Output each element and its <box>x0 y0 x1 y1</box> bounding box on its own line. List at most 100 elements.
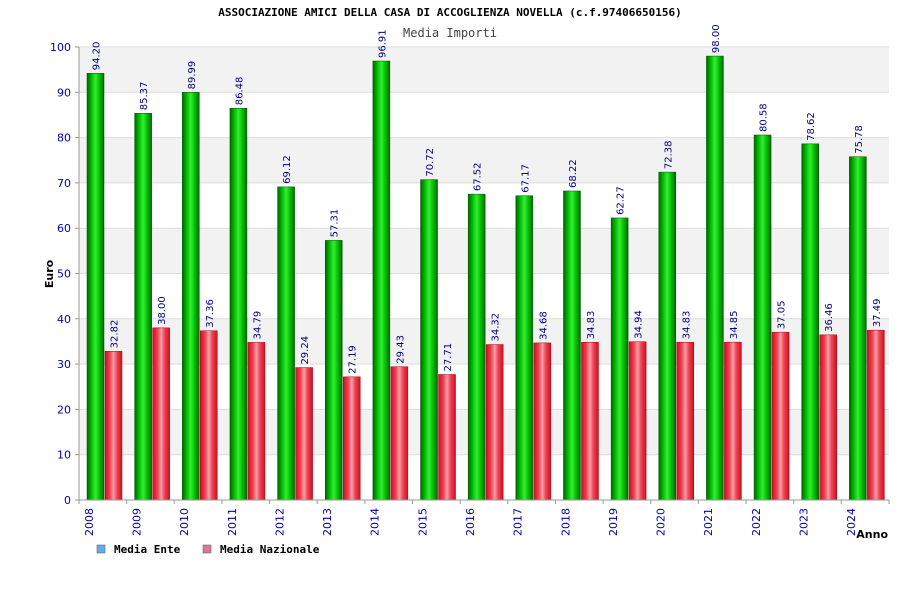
x-tick-label: 2016 <box>464 508 477 536</box>
bar-value-label: 69.12 <box>282 155 293 184</box>
y-tick-label: 50 <box>57 268 71 281</box>
x-tick-label: 2010 <box>178 508 191 536</box>
bar-media-ente <box>610 217 629 501</box>
bar-media-ente <box>563 190 581 501</box>
bar-media-nazionale <box>295 367 313 501</box>
x-tick-label: 2023 <box>798 508 811 536</box>
legend-item: Media Ente <box>96 543 181 556</box>
bar-value-label: 27.71 <box>443 343 454 372</box>
bar-value-label: 86.48 <box>234 77 245 106</box>
bar-media-nazionale <box>676 341 695 501</box>
bar-media-nazionale <box>533 342 552 501</box>
bar-value-label: 34.83 <box>681 311 692 340</box>
y-tick-label: 0 <box>64 494 71 507</box>
legend-swatch <box>202 544 212 554</box>
x-axis-label: Anno <box>856 528 888 541</box>
bar-media-ente <box>372 60 391 501</box>
bar-value-label: 34.68 <box>538 311 549 340</box>
bar-media-nazionale <box>771 331 790 501</box>
bar-media-nazionale <box>867 329 885 501</box>
bar-media-nazionale <box>200 330 218 501</box>
bar-value-label: 57.31 <box>330 209 341 238</box>
y-tick-label: 20 <box>57 403 71 416</box>
bar-media-ente <box>849 156 867 501</box>
bar-value-label: 62.27 <box>616 186 627 215</box>
y-tick-label: 60 <box>57 222 71 235</box>
bar-value-label: 80.58 <box>759 103 770 132</box>
bar-value-label: 34.83 <box>586 311 597 340</box>
bar-value-label: 32.82 <box>110 320 121 349</box>
x-tick-label: 2024 <box>845 508 858 536</box>
x-tick-label: 2021 <box>702 508 715 536</box>
x-tick-label: 2015 <box>416 508 429 536</box>
bar-media-nazionale <box>724 341 742 501</box>
x-tick-label: 2018 <box>559 508 572 536</box>
bar-value-label: 78.62 <box>806 112 817 141</box>
bar-value-label: 70.72 <box>425 148 436 177</box>
bar-media-nazionale <box>390 366 409 501</box>
bar-media-ente <box>515 195 534 501</box>
legend-label: Media Ente <box>114 543 181 556</box>
bar-media-ente <box>706 55 724 501</box>
y-tick-label: 30 <box>57 358 71 371</box>
x-tick-label: 2008 <box>83 508 96 536</box>
y-tick-label: 10 <box>57 449 71 462</box>
bar-value-label: 27.19 <box>348 345 359 374</box>
bar-value-label: 75.78 <box>854 125 865 154</box>
bar-value-label: 94.20 <box>92 42 103 71</box>
y-tick-label: 40 <box>57 313 71 326</box>
x-tick-label: 2014 <box>369 508 382 536</box>
bar-media-nazionale <box>438 374 456 501</box>
x-axis: 2008 2009 2010 2011 2012 2013 2014 2015 2016 2017… <box>78 499 890 536</box>
grid-band <box>79 47 889 93</box>
y-tick-label: 80 <box>57 132 71 145</box>
bar-value-label: 96.91 <box>377 29 388 58</box>
bar-value-label: 38.00 <box>157 296 168 325</box>
bar-media-nazionale <box>342 376 361 501</box>
bar-value-label: 89.99 <box>187 61 198 90</box>
y-axis: 0 10 20 30 40 50 60 70 80 90 100 <box>50 41 80 507</box>
bar-value-label: 34.85 <box>729 310 740 339</box>
bars: 94.20 85.37 89.99 86.48 69.12 57.31 96.91 70.72… <box>86 24 885 501</box>
x-tick-label: 2019 <box>607 508 620 536</box>
legend: Media Ente Media Nazionale <box>96 543 320 556</box>
bar-media-nazionale <box>104 351 123 501</box>
legend-swatch <box>96 544 106 554</box>
bar-value-label: 34.32 <box>491 313 502 342</box>
bar-media-nazionale <box>581 341 599 501</box>
bar-value-label: 68.22 <box>568 159 579 188</box>
bar-value-label: 67.52 <box>473 162 484 191</box>
bar-value-label: 67.17 <box>520 164 531 193</box>
x-tick-label: 2022 <box>750 508 763 536</box>
y-tick-label: 100 <box>50 41 71 54</box>
bar-value-label: 29.43 <box>395 335 406 364</box>
bar-value-label: 72.38 <box>663 140 674 169</box>
x-tick-label: 2011 <box>226 508 239 536</box>
bar-media-ente <box>420 179 438 501</box>
bar-media-nazionale <box>485 344 504 501</box>
grid-band <box>79 92 889 138</box>
bar-media-ente <box>86 73 105 501</box>
bar-media-nazionale <box>819 334 837 501</box>
bar-value-label: 37.49 <box>872 299 883 328</box>
bar-media-ente <box>229 107 248 501</box>
y-tick-label: 90 <box>57 86 71 99</box>
bar-media-nazionale <box>247 342 266 501</box>
bar-media-ente <box>753 134 772 501</box>
y-tick-label: 70 <box>57 177 71 190</box>
bar-value-label: 29.24 <box>300 336 311 365</box>
x-tick-label: 2013 <box>321 508 334 536</box>
bar-value-label: 37.05 <box>777 301 788 330</box>
bar-media-nazionale <box>152 327 170 501</box>
bar-value-label: 98.00 <box>711 24 722 53</box>
bar-value-label: 34.94 <box>634 310 645 339</box>
legend-label: Media Nazionale <box>220 543 320 556</box>
x-tick-label: 2017 <box>512 508 525 536</box>
y-axis-label: Euro <box>43 259 56 288</box>
bar-media-nazionale <box>628 341 647 501</box>
x-tick-label: 2012 <box>273 508 286 536</box>
bar-media-ente <box>658 171 677 501</box>
bar-value-label: 34.79 <box>252 311 263 340</box>
legend-item: Media Nazionale <box>202 543 320 556</box>
